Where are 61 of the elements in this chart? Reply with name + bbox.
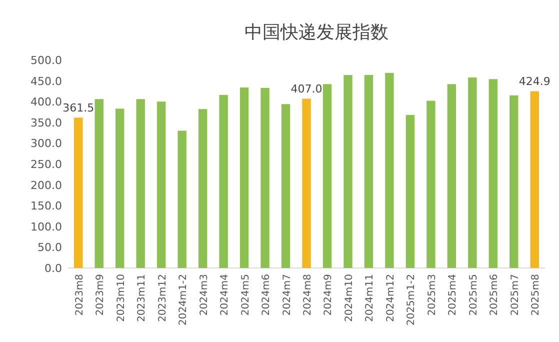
bar	[260, 88, 270, 268]
bar	[447, 84, 456, 268]
y-tick-label: 300.0	[30, 137, 62, 150]
bar	[219, 94, 228, 268]
x-tick-label: 2023m10	[116, 274, 127, 322]
bar	[302, 98, 311, 268]
bar	[322, 84, 332, 268]
x-tick-label: 2023m9	[95, 274, 106, 316]
x-tick-label: 2025m8	[530, 274, 542, 316]
bar	[406, 114, 415, 268]
bar	[74, 118, 83, 268]
x-tick-label: 2025m7	[510, 274, 521, 316]
bar	[385, 72, 394, 268]
x-tick-label: 2025m5	[468, 274, 480, 316]
x-tick-label: 2024m4	[220, 274, 231, 316]
bar	[426, 100, 436, 268]
bar	[530, 91, 539, 268]
y-tick-label: 450.0	[30, 74, 62, 88]
bar	[136, 99, 145, 268]
x-tick-label: 2024m3	[198, 274, 210, 316]
y-tick-label: 200.0	[30, 178, 62, 192]
y-tick-label: 250.0	[30, 158, 62, 171]
x-tick-label: 2025m1-2	[406, 274, 418, 326]
x-tick-label: 2023m11	[136, 274, 148, 322]
bar	[94, 99, 104, 268]
x-tick-label: 2025m4	[448, 274, 459, 316]
data-label: 407.0	[290, 82, 322, 96]
x-tick-label: 2024m10	[344, 274, 355, 322]
bar	[240, 87, 249, 268]
bar	[344, 74, 352, 268]
y-tick-label: 0.0	[44, 262, 62, 275]
x-tick-label: 2023m8	[74, 274, 86, 316]
bar	[281, 104, 290, 268]
x-tick-label: 2023m12	[157, 274, 168, 322]
bar	[178, 130, 186, 268]
y-tick-label: 100.0	[30, 220, 62, 234]
x-tick-label: 2024m8	[302, 274, 314, 316]
bar	[510, 95, 518, 268]
bar	[364, 74, 374, 268]
chart-title: 中国快递发展指数	[244, 22, 388, 42]
x-tick-label: 2024m12	[385, 274, 396, 322]
y-tick-label: 350.0	[30, 116, 62, 130]
y-tick-label: 500.0	[30, 54, 62, 67]
bar	[468, 77, 477, 268]
x-tick-label: 2024m5	[240, 274, 252, 316]
y-tick-label: 50.0	[38, 241, 62, 254]
bar	[156, 102, 166, 268]
data-label: 424.9	[518, 75, 550, 88]
x-tick-label: 2024m6	[261, 274, 272, 316]
x-tick-label: 2024m9	[323, 274, 334, 316]
bar	[488, 79, 498, 268]
x-tick-label: 2024m11	[364, 274, 376, 322]
bar	[198, 109, 208, 268]
y-tick-label: 150.0	[30, 200, 62, 213]
x-tick-label: 2024m7	[282, 274, 293, 316]
bar	[115, 108, 124, 268]
data-label: 361.5	[62, 102, 94, 115]
x-tick-label: 2024m1-2	[178, 274, 190, 326]
x-tick-label: 2025m6	[489, 274, 500, 316]
x-tick-label: 2025m3	[426, 274, 438, 316]
y-tick-label: 400.0	[30, 96, 62, 109]
